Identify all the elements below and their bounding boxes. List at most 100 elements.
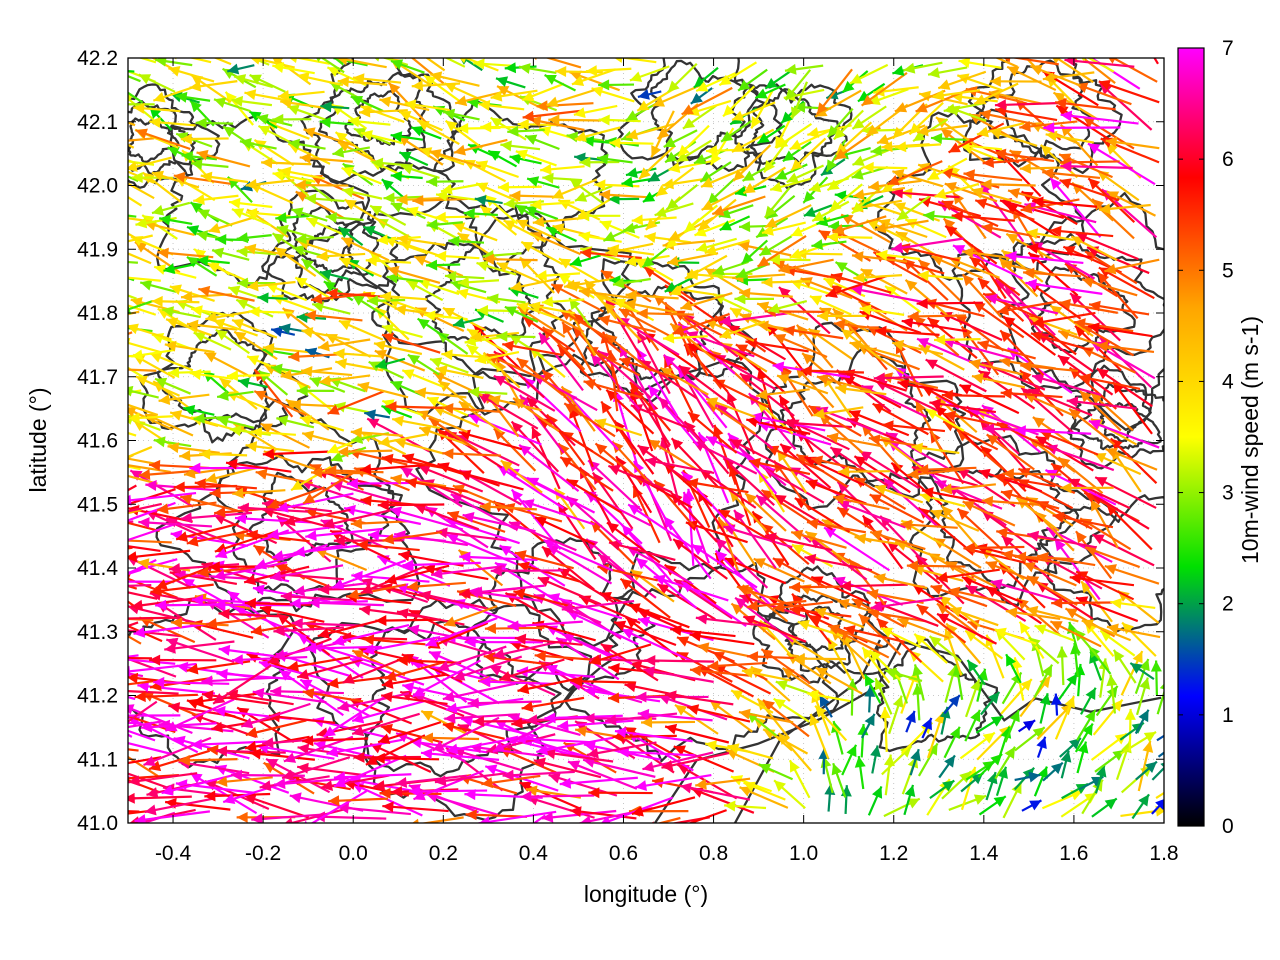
- wind-arrow: [739, 786, 789, 809]
- wind-arrow: [1088, 419, 1160, 449]
- wind-arrow: [561, 321, 594, 374]
- wind-arrow: [1081, 277, 1138, 297]
- wind-arrow: [891, 187, 960, 199]
- wind-arrow: [518, 444, 580, 493]
- wind-arrow: [1106, 623, 1161, 639]
- wind-arrow: [1042, 761, 1064, 782]
- wind-arrow: [1018, 719, 1036, 733]
- wind-arrow: [262, 448, 329, 460]
- wind-arrow: [401, 369, 445, 389]
- wind-arrow: [405, 279, 444, 302]
- wind-arrow: [1134, 658, 1150, 695]
- wind-arrow: [904, 279, 948, 316]
- wind-arrow: [423, 74, 461, 103]
- wind-arrow: [995, 766, 1008, 796]
- wind-arrow: [929, 779, 955, 800]
- wind-arrow: [375, 357, 406, 370]
- wind-arrow: [526, 476, 596, 514]
- wind-arrow: [442, 402, 501, 414]
- wind-arrow: [389, 506, 464, 531]
- wind-arrow: [870, 596, 943, 612]
- wind-arrow: [245, 178, 295, 190]
- wind-arrow: [257, 292, 288, 304]
- wind-arrow: [789, 241, 832, 260]
- wind-arrow: [186, 255, 218, 277]
- wind-arrow: [1110, 597, 1156, 610]
- wind-arrow: [357, 381, 409, 399]
- wind-arrow: [351, 699, 427, 724]
- wind-arrow: [542, 172, 583, 184]
- wind-arrow: [644, 456, 715, 475]
- wind-arrow: [138, 469, 198, 480]
- wind-arrow: [128, 580, 175, 583]
- wind-arrow: [128, 658, 176, 665]
- wind-arrow: [763, 186, 791, 219]
- wind-arrow: [528, 301, 576, 315]
- wind-arrow: [365, 255, 412, 267]
- wind-arrow: [664, 276, 693, 293]
- wind-arrow: [1121, 621, 1157, 657]
- wind-arrow: [680, 291, 733, 311]
- wind-arrow: [928, 635, 962, 663]
- wind-arrow: [325, 465, 384, 477]
- wind-arrow: [379, 96, 430, 112]
- wind-arrow: [835, 383, 887, 396]
- wind-arrow: [814, 704, 848, 742]
- wind-arrow: [631, 214, 677, 226]
- wind-arrow: [697, 642, 754, 659]
- wind-arrow: [445, 697, 524, 714]
- wind-arrow: [695, 777, 751, 790]
- wind-arrow: [948, 794, 987, 811]
- wind-arrow: [1049, 304, 1094, 338]
- wind-arrow: [617, 746, 696, 758]
- wind-arrow: [811, 239, 847, 251]
- wind-arrow: [636, 307, 694, 319]
- wind-arrow: [154, 377, 191, 395]
- wind-arrow: [382, 801, 449, 813]
- wind-arrow: [544, 712, 623, 724]
- wind-arrow: [163, 263, 196, 274]
- wind-arrow: [994, 58, 1019, 68]
- wind-arrow: [208, 215, 256, 234]
- wind-arrow: [215, 745, 286, 757]
- wind-arrow: [598, 114, 641, 126]
- wind-arrow: [1075, 596, 1139, 623]
- x-tick-label: 1.8: [1149, 842, 1178, 865]
- wind-arrow: [128, 679, 160, 686]
- contour-line: [1066, 364, 1164, 470]
- wind-arrow: [901, 317, 968, 333]
- wind-arrow: [976, 122, 1025, 138]
- wind-arrow: [231, 208, 272, 227]
- contour-line: [261, 189, 399, 304]
- wind-arrow: [668, 276, 714, 296]
- wind-arrow: [932, 89, 980, 101]
- wind-arrow: [881, 745, 913, 776]
- wind-arrow: [262, 343, 312, 354]
- wind-arrow: [239, 138, 277, 150]
- wind-arrow: [1075, 232, 1139, 261]
- wind-arrow: [746, 599, 807, 612]
- wind-arrow: [972, 300, 1025, 339]
- wind-arrow: [128, 412, 174, 424]
- wind-arrow: [977, 369, 1036, 410]
- wind-arrow: [848, 410, 910, 437]
- wind-arrow: [944, 224, 998, 265]
- wind-arrow: [465, 809, 527, 821]
- wind-arrow: [128, 616, 182, 620]
- wind-arrow: [515, 219, 562, 243]
- wind-arrow: [520, 791, 595, 803]
- wind-arrow: [198, 285, 255, 302]
- wind-arrow: [637, 708, 713, 722]
- wind-arrow: [682, 491, 710, 564]
- wind-arrow: [580, 247, 642, 260]
- wind-arrow: [313, 811, 387, 823]
- wind-arrow: [420, 709, 469, 736]
- wind-arrow: [390, 473, 447, 488]
- wind-arrow: [695, 72, 736, 92]
- wind-arrow: [226, 370, 271, 382]
- wind-arrow: [1025, 278, 1103, 295]
- wind-arrow: [1035, 581, 1094, 620]
- wind-arrow: [656, 816, 681, 823]
- wind-arrow: [321, 774, 390, 792]
- wind-arrow: [807, 124, 852, 138]
